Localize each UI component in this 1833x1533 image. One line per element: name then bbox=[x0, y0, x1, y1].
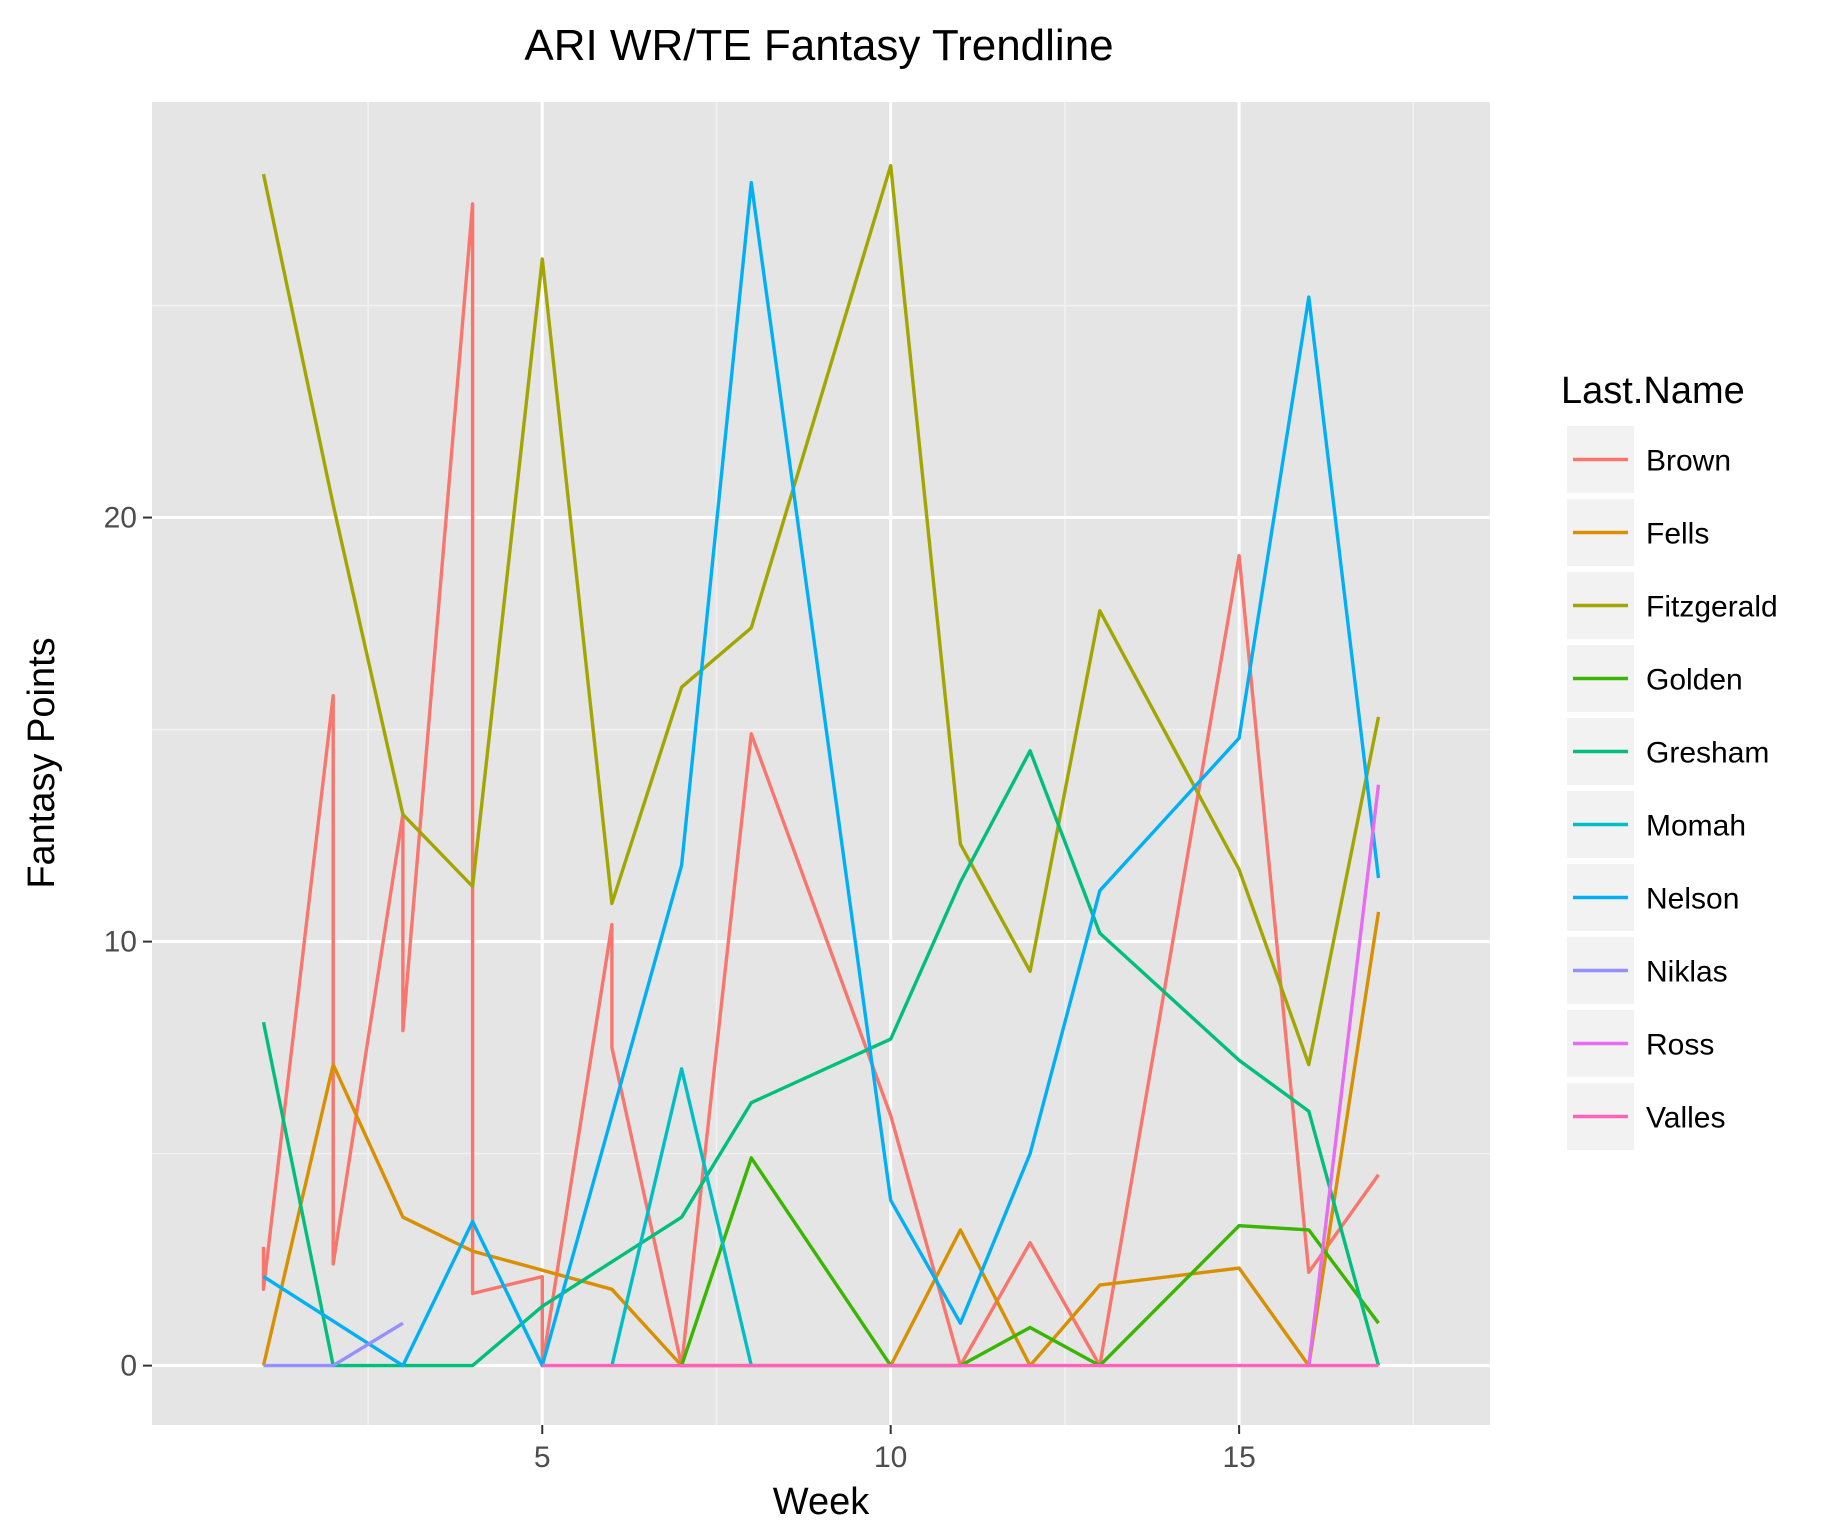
series-line-gresham bbox=[261, 749, 1381, 1368]
x-tick-label: 5 bbox=[534, 1441, 551, 1474]
legend-key-valles bbox=[1567, 1083, 1634, 1150]
x-axis-title: Week bbox=[773, 1481, 870, 1523]
y-axis: 0 10 20 bbox=[104, 502, 152, 1383]
legend-label-ross: Ross bbox=[1646, 1029, 1714, 1062]
y-axis-title: Fantasy Points bbox=[21, 637, 63, 888]
legend-label-fells: Fells bbox=[1646, 518, 1709, 551]
y-tick-label: 20 bbox=[104, 502, 137, 535]
series-line-fitzgerald bbox=[261, 163, 1381, 1067]
legend: Last.Name Brown Fells Fitzgerald Golden Gres… bbox=[1561, 370, 1778, 1150]
legend-label-gresham: Gresham bbox=[1646, 737, 1769, 770]
series-line-ross bbox=[1307, 784, 1381, 1366]
series-line-golden bbox=[679, 1156, 1380, 1368]
legend-label-nelson: Nelson bbox=[1646, 883, 1739, 916]
series-line-momah bbox=[610, 1067, 753, 1366]
y-tick-label: 0 bbox=[120, 1350, 137, 1383]
legend-key-brown bbox=[1567, 426, 1634, 493]
series-line-niklas bbox=[263, 1321, 404, 1368]
plot-panel bbox=[152, 102, 1490, 1425]
legend-label-niklas: Niklas bbox=[1646, 956, 1728, 989]
legend-items: Brown Fells Fitzgerald Golden Gresham Momah Ne… bbox=[1567, 426, 1778, 1150]
legend-key-nelson bbox=[1567, 864, 1634, 931]
legend-label-momah: Momah bbox=[1646, 810, 1746, 843]
series-line-nelson bbox=[262, 180, 1381, 1368]
legend-title: Last.Name bbox=[1561, 370, 1745, 412]
legend-key-fitzgerald bbox=[1567, 572, 1634, 639]
legend-label-valles: Valles bbox=[1646, 1102, 1725, 1135]
legend-key-fells bbox=[1567, 499, 1634, 566]
legend-key-golden bbox=[1567, 645, 1634, 712]
legend-label-brown: Brown bbox=[1646, 445, 1731, 478]
x-tick-label: 15 bbox=[1222, 1441, 1255, 1474]
y-tick-label: 10 bbox=[104, 926, 137, 959]
legend-key-niklas bbox=[1567, 937, 1634, 1004]
legend-key-gresham bbox=[1567, 718, 1634, 785]
legend-label-golden: Golden bbox=[1646, 664, 1743, 697]
legend-key-ross bbox=[1567, 1010, 1634, 1077]
chart-title: ARI WR/TE Fantasy Trendline bbox=[524, 21, 1113, 70]
x-axis: 5 10 15 bbox=[534, 1425, 1256, 1474]
series-lines bbox=[261, 163, 1381, 1368]
legend-key-momah bbox=[1567, 791, 1634, 858]
x-tick-label: 10 bbox=[874, 1441, 907, 1474]
legend-label-fitzgerald: Fitzgerald bbox=[1646, 591, 1778, 624]
